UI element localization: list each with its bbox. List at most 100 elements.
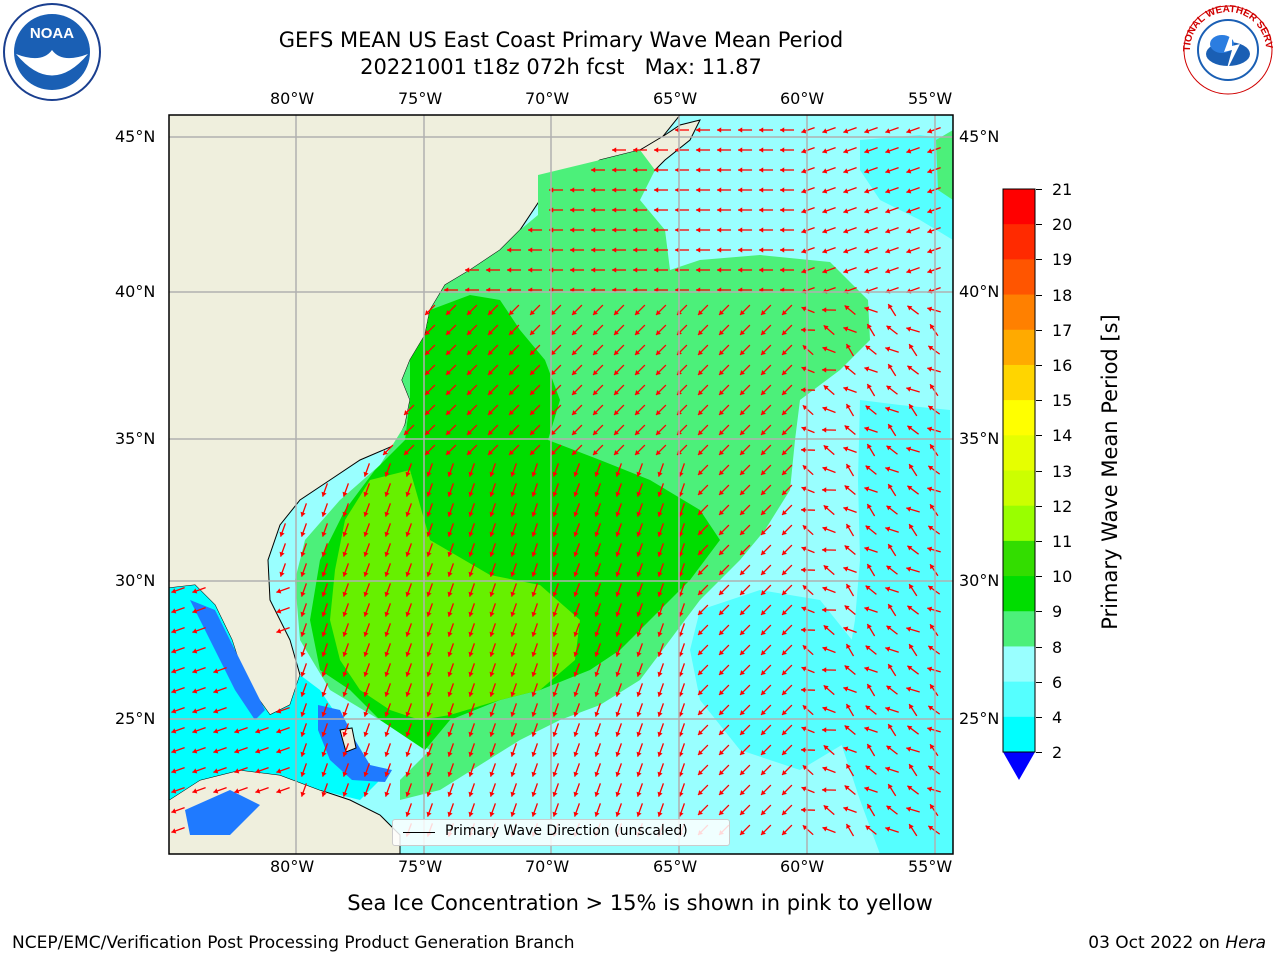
- wave-arrow-head: [551, 370, 556, 375]
- colorbar-tick-mark: [1036, 646, 1042, 648]
- wave-arrow-head: [510, 771, 516, 777]
- wave-arrow-head: [782, 590, 787, 595]
- wave-arrow-head: [510, 731, 516, 737]
- wave-arrow-head: [885, 268, 891, 274]
- wave-arrow-head: [636, 711, 642, 717]
- wave-arrow-head: [719, 810, 724, 815]
- colorbar-segment: [1003, 294, 1035, 331]
- wave-arrow-head: [468, 811, 474, 817]
- wave-arrow-head: [426, 791, 432, 797]
- wave-arrow-head: [594, 511, 600, 517]
- wave-arrow-head: [468, 571, 474, 577]
- wave-arrow-head: [426, 551, 432, 557]
- colorbar-segment: [1003, 576, 1035, 612]
- wave-arrow-head: [780, 227, 785, 233]
- wave-arrow-head: [909, 704, 914, 710]
- wave-arrow-head: [384, 531, 390, 537]
- wave-arrow-head: [888, 724, 893, 730]
- period-6-8s-southeast: [690, 590, 860, 770]
- wave-arrow-head: [719, 670, 724, 675]
- nws-logo: NATIONAL WEATHER SERVICE: [1178, 2, 1274, 95]
- wave-arrow-head: [738, 227, 743, 233]
- wave-arrow-head: [928, 405, 934, 411]
- wave-arrow-head: [615, 611, 621, 617]
- wave-arrow-head: [885, 766, 891, 772]
- wave-arrow-head: [740, 430, 745, 435]
- wave-arrow-head: [844, 605, 850, 611]
- wave-arrow-head: [927, 208, 933, 214]
- wave-arrow-head: [468, 771, 474, 777]
- wave-arrow-head: [678, 731, 684, 737]
- wave-arrow-head: [447, 691, 453, 697]
- wave-arrow-head: [405, 471, 411, 477]
- wave-arrow-head: [615, 491, 621, 497]
- wave-arrow-head: [657, 691, 663, 697]
- wave-arrow-head: [864, 228, 870, 234]
- wave-arrow-head: [865, 345, 871, 351]
- wave-arrow-head: [192, 788, 198, 794]
- wave-arrow-head: [255, 728, 261, 734]
- wave-arrow-head: [822, 787, 827, 793]
- wave-arrow-head: [614, 330, 619, 335]
- wave-arrow-head: [719, 550, 724, 555]
- legend-label: Primary Wave Direction (unscaled): [445, 823, 688, 839]
- wave-arrow-head: [614, 350, 619, 355]
- wave-arrow-head: [612, 187, 617, 193]
- wave-arrow-head: [801, 188, 807, 194]
- wave-arrow-head: [192, 708, 198, 714]
- wave-arrow-head: [552, 571, 558, 577]
- wave-arrow-head: [192, 688, 198, 694]
- wave-arrow-head: [885, 168, 891, 174]
- lon-label-top: 65°W: [653, 89, 698, 108]
- wave-arrow-head: [510, 791, 516, 797]
- wave-arrow-head: [698, 370, 703, 375]
- lon-label-top: 55°W: [908, 89, 953, 108]
- wave-arrow-head: [698, 790, 703, 795]
- wave-arrow-head: [698, 610, 703, 615]
- wave-arrow-head: [510, 551, 516, 557]
- wave-arrow-head: [192, 588, 198, 594]
- wave-arrow-head: [909, 524, 914, 530]
- wave-arrow-head: [909, 344, 914, 350]
- wave-arrow-head: [907, 665, 913, 671]
- wave-arrow-head: [489, 671, 495, 677]
- wave-arrow-head: [864, 268, 870, 274]
- wave-arrow-head: [885, 826, 891, 832]
- wave-arrow-head: [657, 611, 663, 617]
- wave-arrow-head: [822, 526, 828, 532]
- wave-arrow-head: [782, 490, 787, 495]
- wave-arrow-head: [530, 330, 535, 335]
- colorbar-segment: [1003, 400, 1035, 436]
- lon-label-bottom: 80°W: [270, 857, 315, 876]
- wave-arrow-head: [363, 631, 369, 637]
- wave-arrow-head: [509, 310, 514, 315]
- wave-arrow-head: [468, 631, 474, 637]
- wave-arrow-head: [635, 310, 640, 315]
- wave-arrow-head: [342, 771, 348, 777]
- wave-arrow-head: [552, 591, 558, 597]
- wave-arrow-head: [363, 551, 369, 557]
- wave-arrow-head: [843, 168, 849, 174]
- wave-arrow-head: [782, 730, 787, 735]
- wave-arrow-head: [489, 791, 495, 797]
- wave-arrow-head: [572, 410, 577, 415]
- wave-arrow-head: [761, 370, 766, 375]
- wave-arrow-head: [657, 571, 663, 577]
- colorbar-segment: [1003, 505, 1035, 542]
- wave-arrow-head: [678, 511, 684, 517]
- wave-arrow-head: [192, 768, 198, 774]
- wave-arrow-head: [717, 167, 722, 173]
- wave-arrow-head: [823, 385, 829, 391]
- wave-arrow-head: [696, 187, 701, 193]
- wave-arrow-head: [426, 491, 432, 497]
- wave-arrow-head: [907, 545, 913, 551]
- wave-arrow-head: [761, 470, 766, 475]
- wave-arrow-head: [822, 427, 827, 433]
- wave-arrow-head: [552, 811, 558, 817]
- wave-arrow-head: [570, 267, 575, 273]
- wave-arrow-head: [801, 546, 807, 552]
- wave-arrow-head: [572, 390, 577, 395]
- wave-arrow-head: [657, 711, 663, 717]
- wave-arrow-head: [573, 731, 579, 737]
- wave-arrow-head: [782, 810, 787, 815]
